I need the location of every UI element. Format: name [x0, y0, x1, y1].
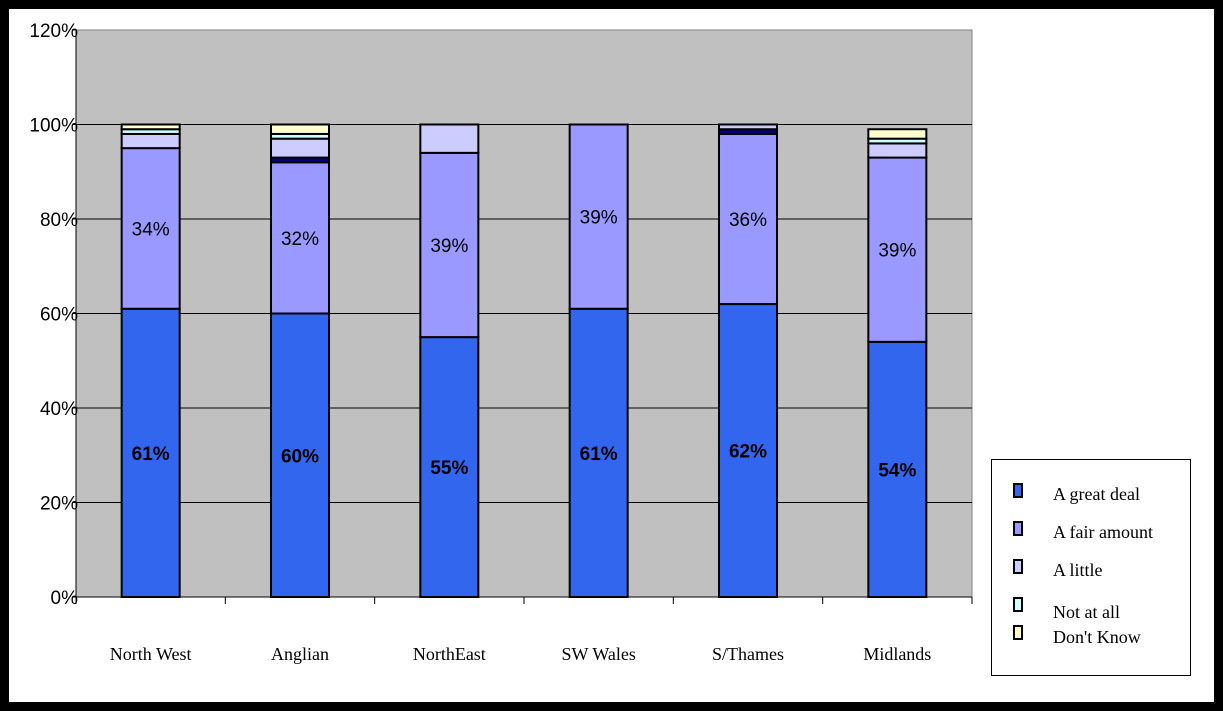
legend-swatch [1013, 559, 1023, 574]
bar-segment [419, 151, 480, 339]
bar-segment [867, 156, 928, 343]
data-label: 60% [281, 446, 319, 467]
data-label: 54% [878, 460, 916, 481]
data-label: 32% [281, 229, 319, 250]
x-category-label: NorthEast [413, 644, 486, 664]
y-tick-label: 60% [40, 305, 78, 326]
x-category-label: SW Wales [561, 644, 635, 664]
bar-segment [867, 142, 928, 159]
legend-item-great-deal: A great deal [992, 480, 1190, 510]
legend-item-dont-know: Don't Know [992, 622, 1190, 652]
bar-segment [120, 147, 181, 310]
legend-label: A fair amount [1053, 522, 1153, 542]
x-category-label: Anglian [271, 644, 329, 664]
bar-segment [270, 123, 330, 135]
legend-item-not-at-all: Not at all [992, 594, 1190, 624]
y-tick-label: 40% [40, 399, 78, 420]
legend-swatch [1013, 483, 1023, 498]
bar-segment [867, 340, 928, 598]
y-tick-label: 100% [29, 116, 78, 137]
legend-swatch [1013, 521, 1023, 536]
bar-segment [419, 123, 480, 154]
data-label: 61% [580, 444, 618, 465]
bar-segment [718, 303, 778, 598]
bar-segment [120, 132, 181, 150]
bar-segment [270, 137, 330, 159]
data-label: 61% [132, 444, 170, 465]
legend-label: Don't Know [1053, 627, 1141, 647]
data-label: 62% [729, 442, 767, 463]
legend-label: Not at all [1053, 602, 1120, 622]
y-tick-label: 120% [29, 21, 78, 42]
legend-item-fair-amount: A fair amount [992, 518, 1190, 548]
data-label: 34% [132, 219, 170, 240]
legend-swatch [1013, 597, 1023, 612]
bar-segment [120, 123, 181, 131]
bar-segment [718, 123, 778, 131]
x-category-label: S/Thames [712, 644, 784, 664]
bar-segment [568, 123, 629, 310]
bar-segment [568, 307, 629, 598]
legend-label: A great deal [1053, 484, 1140, 504]
y-tick-label: 0% [51, 588, 79, 609]
x-category-label: North West [110, 644, 192, 664]
y-tick-label: 80% [40, 210, 78, 231]
data-label: 55% [430, 458, 468, 479]
data-label: 36% [729, 210, 767, 231]
bar-segment [419, 336, 480, 598]
x-category-label: Midlands [863, 644, 931, 664]
legend-item-little: A little [992, 556, 1190, 586]
legend-label: A little [1053, 560, 1103, 580]
legend-swatch [1013, 625, 1023, 640]
bar-segment [270, 312, 330, 598]
bar-segment [867, 128, 928, 140]
bar-segment [718, 132, 778, 306]
y-tick-label: 20% [40, 494, 78, 515]
legend: A great deal A fair amount A little Not … [991, 459, 1191, 676]
data-label: 39% [430, 236, 468, 257]
data-label: 39% [580, 208, 618, 229]
data-label: 39% [878, 241, 916, 262]
